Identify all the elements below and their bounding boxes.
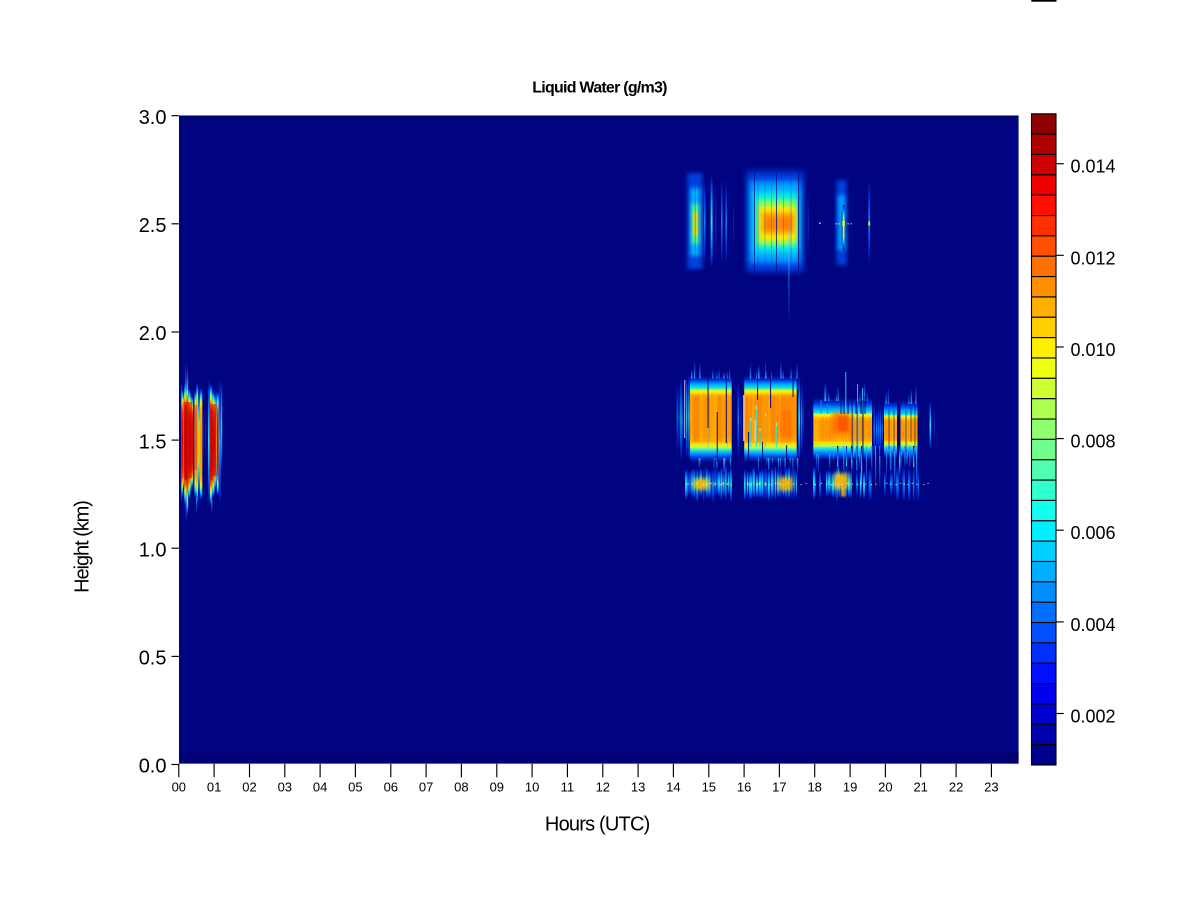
- svg-text:10: 10: [525, 780, 539, 795]
- svg-text:19: 19: [843, 780, 857, 795]
- svg-text:2.5: 2.5: [139, 215, 167, 237]
- svg-text:0.002: 0.002: [1071, 707, 1116, 727]
- svg-text:20: 20: [878, 780, 892, 795]
- svg-text:18: 18: [807, 780, 821, 795]
- svg-text:0.014: 0.014: [1071, 157, 1116, 177]
- svg-text:3.0: 3.0: [139, 107, 167, 129]
- svg-text:22: 22: [949, 780, 963, 795]
- svg-text:Liquid Water (g/m3): Liquid Water (g/m3): [532, 79, 667, 96]
- svg-text:09: 09: [490, 780, 504, 795]
- svg-text:16: 16: [737, 780, 751, 795]
- svg-text:17: 17: [772, 780, 786, 795]
- svg-text:0.010: 0.010: [1071, 340, 1116, 360]
- svg-text:06: 06: [384, 780, 398, 795]
- svg-text:01: 01: [207, 780, 221, 795]
- svg-text:07: 07: [419, 780, 433, 795]
- svg-text:Height (km): Height (km): [72, 501, 94, 593]
- svg-text:1.0: 1.0: [139, 539, 167, 561]
- svg-text:15: 15: [702, 780, 716, 795]
- svg-text:Hours (UTC): Hours (UTC): [545, 813, 650, 835]
- svg-text:0.0: 0.0: [139, 756, 167, 778]
- svg-text:2.0: 2.0: [139, 323, 167, 345]
- svg-text:0.5: 0.5: [139, 648, 167, 670]
- svg-text:05: 05: [348, 780, 362, 795]
- svg-text:02: 02: [242, 780, 256, 795]
- svg-text:00: 00: [172, 780, 186, 795]
- svg-text:0.004: 0.004: [1071, 615, 1116, 635]
- svg-text:23: 23: [984, 780, 998, 795]
- svg-text:12: 12: [596, 780, 610, 795]
- svg-text:0.008: 0.008: [1071, 432, 1116, 452]
- svg-text:04: 04: [313, 780, 327, 795]
- svg-text:13: 13: [631, 780, 645, 795]
- svg-text:14: 14: [666, 780, 680, 795]
- svg-text:0.006: 0.006: [1071, 523, 1116, 543]
- svg-text:11: 11: [561, 780, 575, 795]
- svg-text:0.012: 0.012: [1071, 248, 1116, 268]
- svg-text:21: 21: [913, 780, 927, 795]
- svg-text:03: 03: [278, 780, 292, 795]
- svg-text:1.5: 1.5: [139, 431, 167, 453]
- svg-text:08: 08: [454, 780, 468, 795]
